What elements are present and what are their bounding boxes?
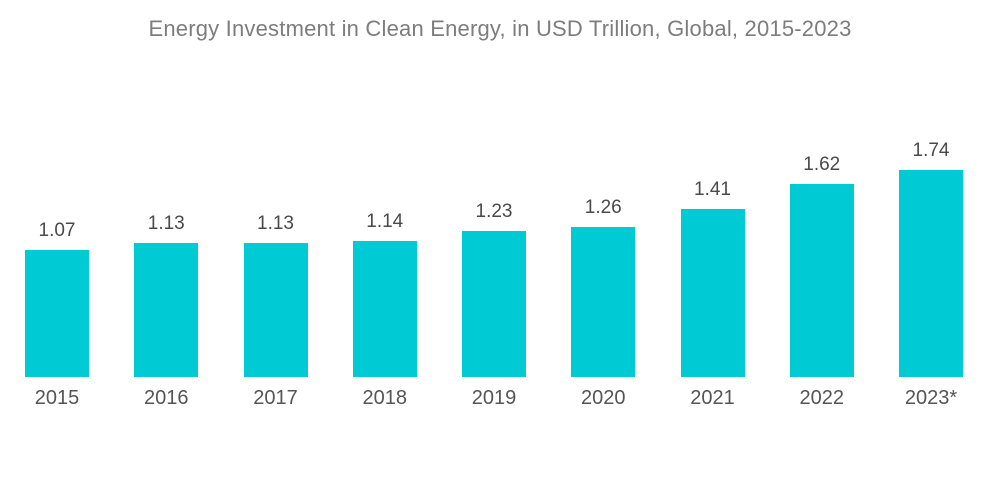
x-axis-label: 2020 xyxy=(581,387,626,409)
x-axis-label: 2018 xyxy=(362,387,408,409)
bar xyxy=(243,242,308,377)
bar xyxy=(134,242,199,377)
bar-column: 1.26 2020 xyxy=(571,197,636,410)
bar-value-label: 1.13 xyxy=(257,212,294,234)
bar-value-label: 1.74 xyxy=(912,139,950,161)
bar xyxy=(571,227,636,377)
bar xyxy=(680,209,745,377)
x-axis-label: 2023* xyxy=(904,387,958,409)
bar-column: 1.13 2017 xyxy=(243,212,308,410)
x-axis-label: 2015 xyxy=(34,387,80,409)
bar-chart: 1.07 2015 1.13 2016 1.13 2017 1.14 2018 1.23 2019… xyxy=(25,0,963,410)
bar-value-label: 1.26 xyxy=(584,197,622,219)
x-axis-label: 2021 xyxy=(690,387,735,409)
bar-column: 1.14 2018 xyxy=(352,211,417,410)
bar xyxy=(25,249,89,377)
bar-column: 1.07 2015 xyxy=(25,220,89,410)
bar xyxy=(352,241,417,377)
bar xyxy=(899,169,963,377)
bar-column: 1.74 2023* xyxy=(899,140,963,410)
bar-column: 1.13 2016 xyxy=(134,212,199,410)
x-axis-label: 2016 xyxy=(144,387,189,409)
bar-value-label: 1.62 xyxy=(803,154,841,176)
chart-title: Energy Investment in Clean Energy, in US… xyxy=(148,16,852,41)
x-axis-label: 2022 xyxy=(799,387,845,409)
bar-value-label: 1.13 xyxy=(147,212,185,234)
bar-column: 1.23 2019 xyxy=(462,201,526,410)
x-axis-label: 2019 xyxy=(471,387,517,409)
bar-column: 1.41 2021 xyxy=(680,179,745,410)
bar-value-label: 1.14 xyxy=(366,211,404,233)
bar xyxy=(789,184,854,377)
bar-column: 1.62 2022 xyxy=(789,154,854,410)
bar-value-label: 1.41 xyxy=(694,179,731,201)
bar xyxy=(462,230,526,377)
bar-value-label: 1.07 xyxy=(38,219,76,241)
bar-value-label: 1.23 xyxy=(475,200,513,222)
x-axis-label: 2017 xyxy=(253,387,298,409)
